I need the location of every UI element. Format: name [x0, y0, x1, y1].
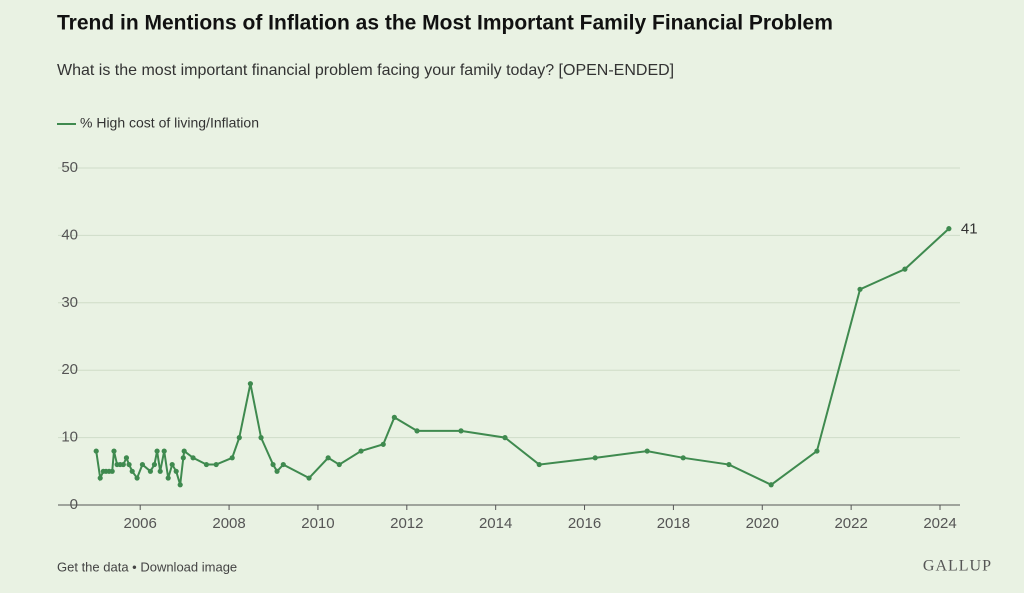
data-point — [768, 482, 774, 488]
data-point — [139, 461, 146, 468]
y-tick-label: 30 — [61, 294, 78, 311]
data-point — [902, 266, 908, 272]
data-point — [680, 455, 686, 461]
y-tick-label: 20 — [61, 361, 78, 378]
y-tick-label: 50 — [61, 159, 78, 176]
x-tick-label: 2022 — [834, 515, 867, 532]
data-point — [458, 428, 464, 434]
data-point — [109, 468, 115, 474]
data-point — [213, 461, 219, 468]
data-point — [126, 461, 132, 468]
x-tick-label: 2024 — [923, 515, 956, 532]
data-point — [391, 414, 397, 420]
data-point — [414, 428, 420, 434]
data-point — [147, 468, 154, 474]
data-point — [181, 448, 187, 454]
data-point — [203, 461, 210, 468]
data-point — [726, 461, 732, 468]
data-point — [229, 455, 235, 461]
data-point — [111, 448, 117, 454]
data-label: 41 — [961, 221, 978, 238]
data-point — [247, 381, 253, 387]
data-point — [169, 461, 175, 468]
x-tick-label: 2014 — [479, 515, 512, 532]
data-point — [151, 461, 158, 468]
data-point — [190, 455, 196, 461]
x-tick-label: 2020 — [746, 515, 779, 532]
y-tick-label: 40 — [61, 226, 78, 243]
data-point — [173, 468, 179, 474]
data-point — [129, 468, 135, 474]
data-point — [154, 448, 160, 454]
data-point — [857, 286, 863, 292]
data-point — [97, 475, 103, 481]
data-point — [157, 468, 163, 474]
x-tick-label: 2018 — [657, 515, 690, 532]
footer-links[interactable]: Get the data • Download image — [57, 559, 237, 574]
data-point — [325, 455, 331, 461]
data-point — [274, 468, 280, 474]
data-point — [258, 435, 264, 441]
data-point — [502, 435, 508, 441]
data-point — [306, 475, 312, 481]
data-point — [336, 461, 342, 468]
source-logo: GALLUP — [923, 558, 992, 575]
data-point — [592, 455, 598, 461]
x-tick-label: 2012 — [390, 515, 423, 532]
data-point — [358, 448, 364, 454]
data-point — [236, 435, 242, 441]
data-point — [270, 461, 276, 468]
legend-label: % High cost of living/Inflation — [80, 115, 259, 131]
chart-subtitle: What is the most important financial pro… — [57, 62, 674, 79]
data-point — [120, 461, 126, 468]
data-point — [280, 461, 286, 468]
data-point — [165, 475, 171, 481]
y-tick-label: 0 — [70, 496, 78, 513]
y-tick-label: 10 — [61, 429, 78, 446]
data-point — [123, 455, 130, 461]
data-point — [814, 448, 820, 454]
data-point — [644, 448, 650, 454]
x-tick-label: 2010 — [301, 515, 334, 532]
data-point — [134, 475, 140, 481]
data-point — [177, 482, 183, 488]
x-tick-label: 2006 — [124, 515, 157, 532]
data-point — [161, 448, 167, 454]
x-tick-label: 2008 — [212, 515, 245, 532]
x-tick-label: 2016 — [568, 515, 601, 532]
chart-title: Trend in Mentions of Inflation as the Mo… — [57, 12, 833, 35]
data-point — [536, 461, 542, 468]
data-point — [380, 441, 386, 447]
data-point — [180, 455, 186, 461]
data-point — [946, 226, 952, 232]
data-point — [93, 448, 99, 454]
